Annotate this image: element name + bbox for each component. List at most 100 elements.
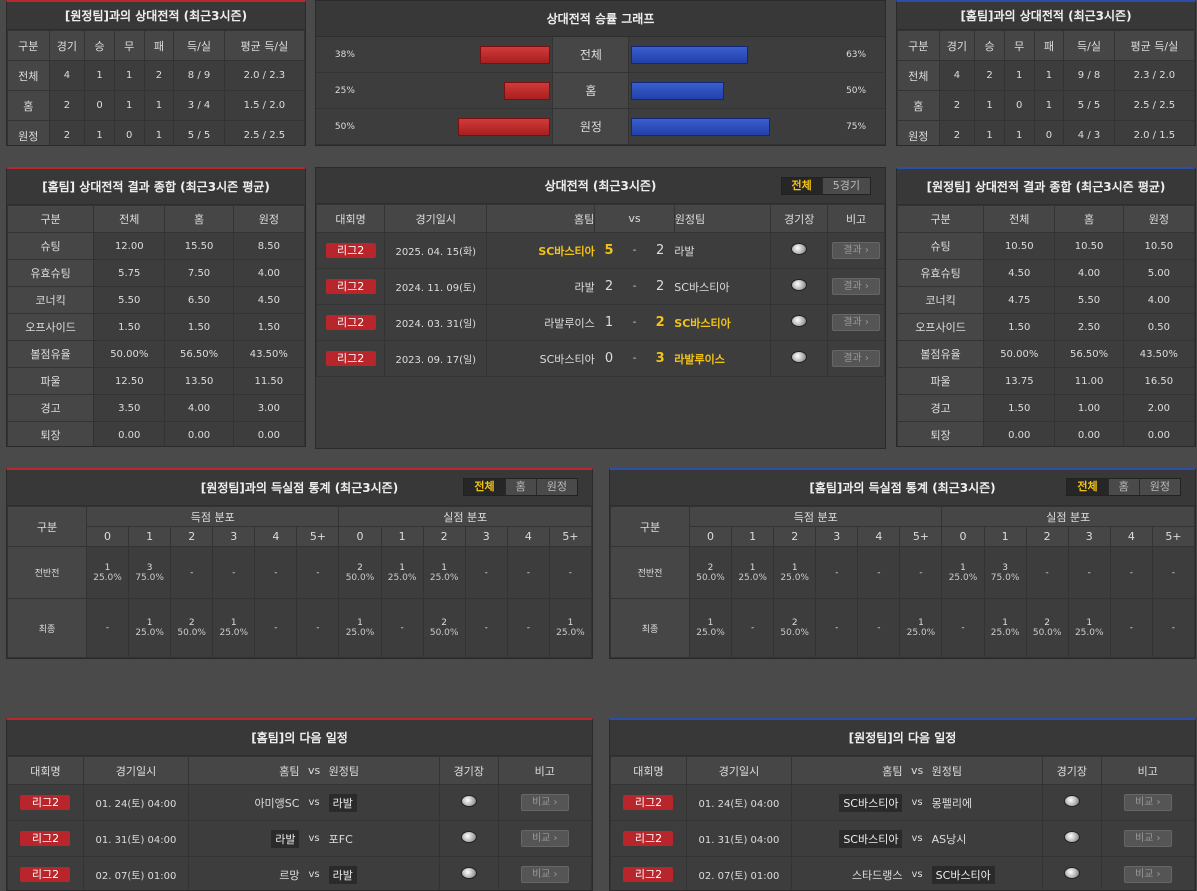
tab-all[interactable]: 전체 (464, 479, 505, 495)
tab-away[interactable]: 원정 (535, 479, 577, 495)
tab-all[interactable]: 전체 (1067, 479, 1108, 495)
compare-button[interactable]: 비교 › (1123, 866, 1172, 883)
tab-all[interactable]: 전체 (781, 178, 822, 194)
home-team-cell: 라발 (188, 820, 300, 857)
distribution-cell: 2 50.0% (773, 598, 817, 658)
compare-button[interactable]: 비교 › (520, 794, 569, 811)
away-team: SC바스티아 (674, 304, 772, 341)
home-team-cell: SC바스티아 (791, 820, 903, 857)
row-label: 전체 (7, 60, 50, 91)
table-row: 슈팅 12.00 15.50 8.50 (7, 232, 305, 260)
stat-value: 1.50 (164, 313, 234, 341)
count: 1 (1086, 618, 1093, 628)
column-header: 경기 (48, 30, 86, 61)
league-badge[interactable]: 리그2 (623, 795, 674, 810)
compare-button[interactable]: 비교 › (520, 830, 569, 847)
league-badge[interactable]: 리그2 (325, 351, 376, 366)
stat-value: 1 (1003, 60, 1035, 91)
stat-value: 2.3 / 2.0 (1113, 60, 1195, 91)
table-row: 전체 4 2 1 1 9 / 8 2.3 / 2.0 (897, 60, 1195, 91)
count: 2 (441, 618, 448, 628)
column-header: 승 (84, 30, 115, 61)
league-badge[interactable]: 리그2 (623, 867, 674, 882)
stat-value: 0.00 (164, 421, 234, 446)
home-team-cell: 르망 (188, 856, 300, 890)
table-row: 퇴장 0.00 0.00 0.00 (897, 421, 1195, 446)
stadium-icon[interactable] (791, 243, 808, 255)
percent: 75.0% (990, 572, 1020, 583)
league-badge[interactable]: 리그2 (623, 831, 674, 846)
home-team: 라발루이스 (486, 304, 595, 341)
graph-row-label: 홈 (552, 73, 630, 108)
away-team-cell: 라발 (328, 856, 441, 890)
distribution-cell: 1 25.0% (85, 546, 130, 599)
home-team: 르망 (279, 868, 300, 882)
away-goals-table: 구분 득점 분포 실점 분포 0 1 2 3 4 5+ 0 1 2 3 4 5+ 전반전 1 25.0% 3 75.0… (7, 506, 592, 658)
note-cell: 비교 › (1100, 784, 1195, 821)
home-next-title: [홈팀]의 다음 일정 (7, 720, 592, 756)
stat-value: 10.50 (983, 232, 1056, 260)
scored-distribution-header: 득점 분포 (688, 506, 943, 527)
away-goals-title-text: [원정팀]과의 득실점 통계 (최근3시즌) (200, 481, 399, 495)
match-date: 2024. 11. 09(토) (384, 268, 488, 305)
column-header-league: 대회명 (610, 756, 687, 785)
vs-label: vs (299, 784, 329, 821)
stadium-icon[interactable] (1063, 831, 1080, 843)
stadium-icon[interactable] (791, 279, 808, 291)
stat-value: 4.00 (232, 259, 305, 287)
conceded-distribution-header: 실점 분포 (338, 506, 592, 527)
match-row: 리그2 2023. 09. 17(일) SC바스티아 0-3 라발루이스 결과 › (316, 340, 885, 377)
tab-away[interactable]: 원정 (1138, 479, 1180, 495)
result-button[interactable]: 결과 › (832, 242, 881, 259)
left-percent: 25% (334, 85, 355, 96)
column-header: 홈 (1054, 205, 1124, 233)
column-header-league: 대회명 (7, 756, 84, 785)
league-badge[interactable]: 리그2 (20, 831, 71, 846)
home-h2h-panel: [홈팀]과의 상대전적 (최근3시즌) 구분 경기 승 무 패 득/실 평균 득/실 전체 4 2… (896, 0, 1196, 146)
away-team-cell: AS낭시 (931, 820, 1044, 857)
league-badge[interactable]: 리그2 (325, 279, 376, 294)
chevron-right-icon: › (1153, 869, 1161, 880)
result-button[interactable]: 결과 › (832, 278, 881, 295)
tab-home[interactable]: 홈 (1107, 479, 1139, 495)
goal-count-header: 3 (815, 526, 859, 547)
header-row: 구분 경기 승 무 패 득/실 평균 득/실 (7, 30, 305, 61)
home-team: 아미앵SC (254, 796, 300, 810)
stadium-icon[interactable] (1063, 867, 1080, 879)
count: - (961, 623, 965, 633)
league-badge[interactable]: 리그2 (325, 315, 376, 330)
distribution-cell: 2 50.0% (688, 546, 733, 599)
tab-5-games[interactable]: 5경기 (821, 178, 870, 194)
count: 1 (567, 618, 574, 628)
stat-value: 0.00 (93, 421, 166, 446)
goal-count-header: 1 (983, 526, 1027, 547)
count: - (232, 567, 236, 578)
league-badge[interactable]: 리그2 (20, 795, 71, 810)
stadium-icon[interactable] (460, 795, 477, 807)
compare-button-label: 비교 (1134, 833, 1154, 844)
goal-count-header: 4 (506, 526, 550, 547)
count: 1 (399, 562, 405, 573)
league-badge[interactable]: 리그2 (325, 243, 376, 258)
schedule-row: 리그2 01. 24(토) 04:00 아미앵SC vs 라발 비교 › (7, 784, 592, 821)
count: 2 (1044, 618, 1051, 628)
stat-value: 2.0 / 1.5 (1113, 120, 1195, 145)
compare-button[interactable]: 비교 › (1123, 830, 1172, 847)
compare-button[interactable]: 비교 › (520, 866, 569, 883)
match-date: 2025. 04. 15(화) (384, 232, 488, 269)
tab-home[interactable]: 홈 (504, 479, 536, 495)
stat-value: 5.75 (93, 259, 166, 287)
stadium-icon[interactable] (791, 315, 808, 327)
compare-button[interactable]: 비교 › (1123, 794, 1172, 811)
result-button[interactable]: 결과 › (832, 314, 881, 331)
stadium-icon[interactable] (791, 351, 808, 363)
stat-value: 4.50 (232, 286, 305, 314)
distribution-cell: 1 25.0% (338, 598, 382, 658)
league-badge[interactable]: 리그2 (20, 867, 71, 882)
column-header: 패 (143, 30, 175, 61)
result-button[interactable]: 결과 › (832, 350, 881, 367)
stadium-icon[interactable] (460, 867, 477, 879)
stadium-icon[interactable] (460, 831, 477, 843)
stadium-icon[interactable] (1063, 795, 1080, 807)
home-team: 라발 (271, 829, 300, 848)
